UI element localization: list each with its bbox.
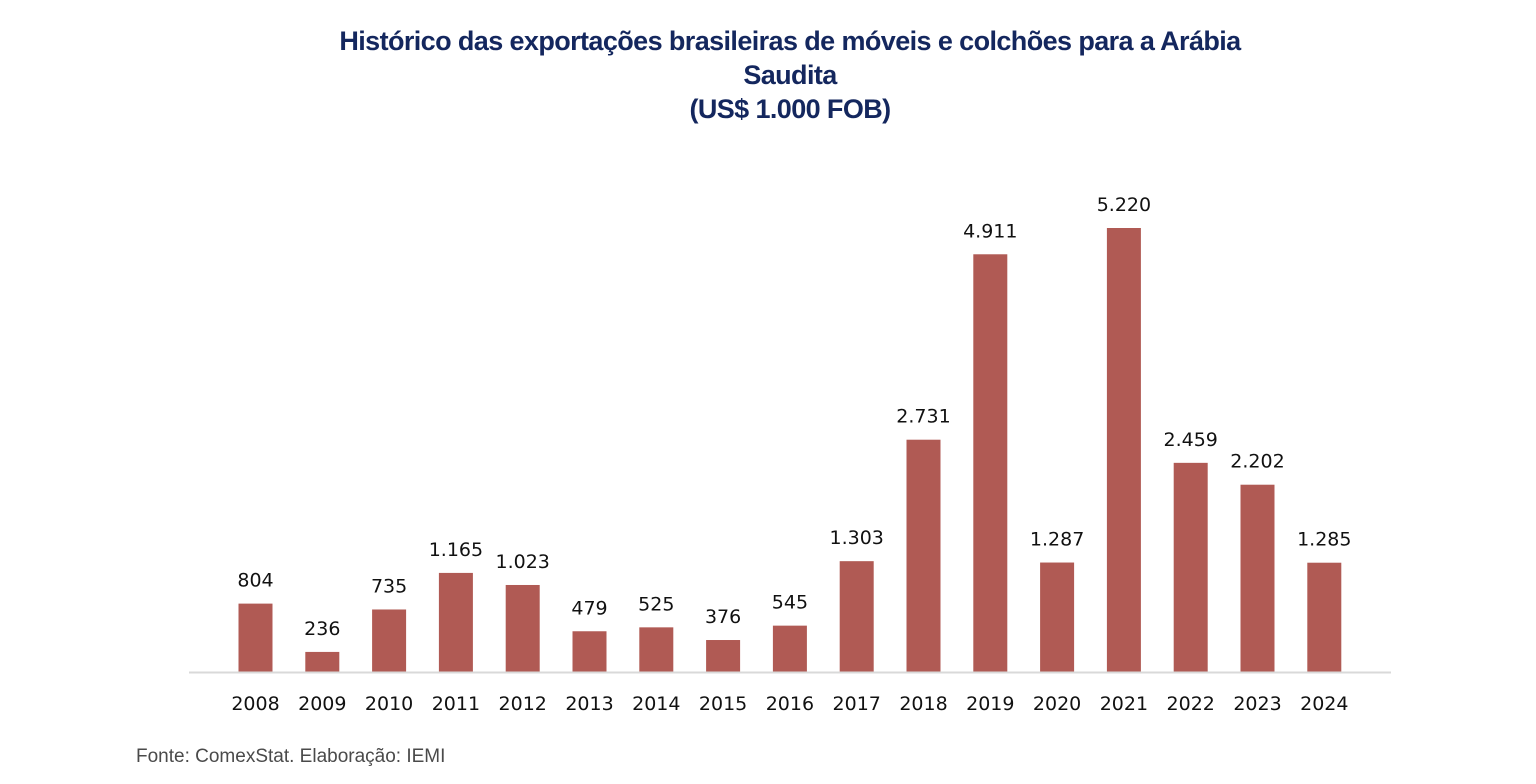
bar-2011 <box>438 572 473 672</box>
source-note: Fonte: ComexStat. Elaboração: IEMI <box>136 746 446 767</box>
chart-title-line-3: (US$ 1.000 FOB) <box>689 94 891 124</box>
data-label-2015: 376 <box>705 606 741 628</box>
data-label-2014: 525 <box>638 593 674 615</box>
bar-2015 <box>706 640 741 672</box>
data-label-2019: 4.911 <box>963 220 1017 242</box>
x-tick-label-2010: 2010 <box>365 693 413 715</box>
data-label-2023: 2.202 <box>1230 451 1284 473</box>
bar-2016 <box>772 625 807 672</box>
x-tick-label-2011: 2011 <box>432 693 480 715</box>
x-tick-label-2009: 2009 <box>298 693 346 715</box>
bar-2017 <box>839 561 874 672</box>
chart-title-line-1: Histórico das exportações brasileiras de… <box>339 26 1241 56</box>
x-tick-labels-group: 2008 2009 2010 2011 2012 2013 2014 2015 2016 2017… <box>231 693 1348 715</box>
x-tick-label-2021: 2021 <box>1100 693 1148 715</box>
x-tick-label-2023: 2023 <box>1233 693 1281 715</box>
bar-2024 <box>1307 562 1342 672</box>
data-label-2020: 1.287 <box>1030 529 1084 551</box>
x-tick-label-2013: 2013 <box>565 693 613 715</box>
x-tick-label-2014: 2014 <box>632 693 680 715</box>
bar-2008 <box>238 603 273 672</box>
x-tick-label-2024: 2024 <box>1300 693 1348 715</box>
x-tick-label-2022: 2022 <box>1167 693 1215 715</box>
data-label-2021: 5.220 <box>1097 194 1151 216</box>
chart-title: Histórico das exportações brasileiras de… <box>0 24 1536 126</box>
bar-2010 <box>372 609 407 672</box>
bar-2019 <box>973 254 1008 672</box>
data-label-2018: 2.731 <box>896 406 950 428</box>
bar-2020 <box>1040 562 1075 672</box>
data-label-2016: 545 <box>772 592 808 614</box>
data-label-2013: 479 <box>571 597 607 619</box>
x-tick-label-2016: 2016 <box>766 693 814 715</box>
data-label-2017: 1.303 <box>829 527 883 549</box>
bar-2023 <box>1240 484 1275 672</box>
data-label-2009: 236 <box>304 618 340 640</box>
data-label-2010: 735 <box>371 575 407 597</box>
data-label-2012: 1.023 <box>495 551 549 573</box>
x-tick-label-2017: 2017 <box>833 693 881 715</box>
x-tick-label-2018: 2018 <box>899 693 947 715</box>
bars-group <box>238 228 1342 672</box>
x-tick-label-2020: 2020 <box>1033 693 1081 715</box>
bar-2014 <box>639 627 674 672</box>
data-label-2024: 1.285 <box>1297 529 1351 551</box>
x-tick-label-2012: 2012 <box>499 693 547 715</box>
data-labels-group: 804 236 735 1.165 1.023 479 525 376 545 1.303 2.73… <box>237 194 1351 640</box>
bar-2022 <box>1173 462 1208 672</box>
data-label-2022: 2.459 <box>1163 429 1217 451</box>
bar-2021 <box>1106 228 1141 672</box>
bar-2013 <box>572 631 607 672</box>
x-tick-label-2019: 2019 <box>966 693 1014 715</box>
data-label-2008: 804 <box>237 570 273 592</box>
bar-2012 <box>505 584 540 672</box>
bar-2009 <box>305 651 340 672</box>
bar-2018 <box>906 439 941 672</box>
x-tick-label-2008: 2008 <box>231 693 279 715</box>
data-label-2011: 1.165 <box>429 539 483 561</box>
x-tick-label-2015: 2015 <box>699 693 747 715</box>
chart-title-line-2: Saudita <box>743 60 837 90</box>
